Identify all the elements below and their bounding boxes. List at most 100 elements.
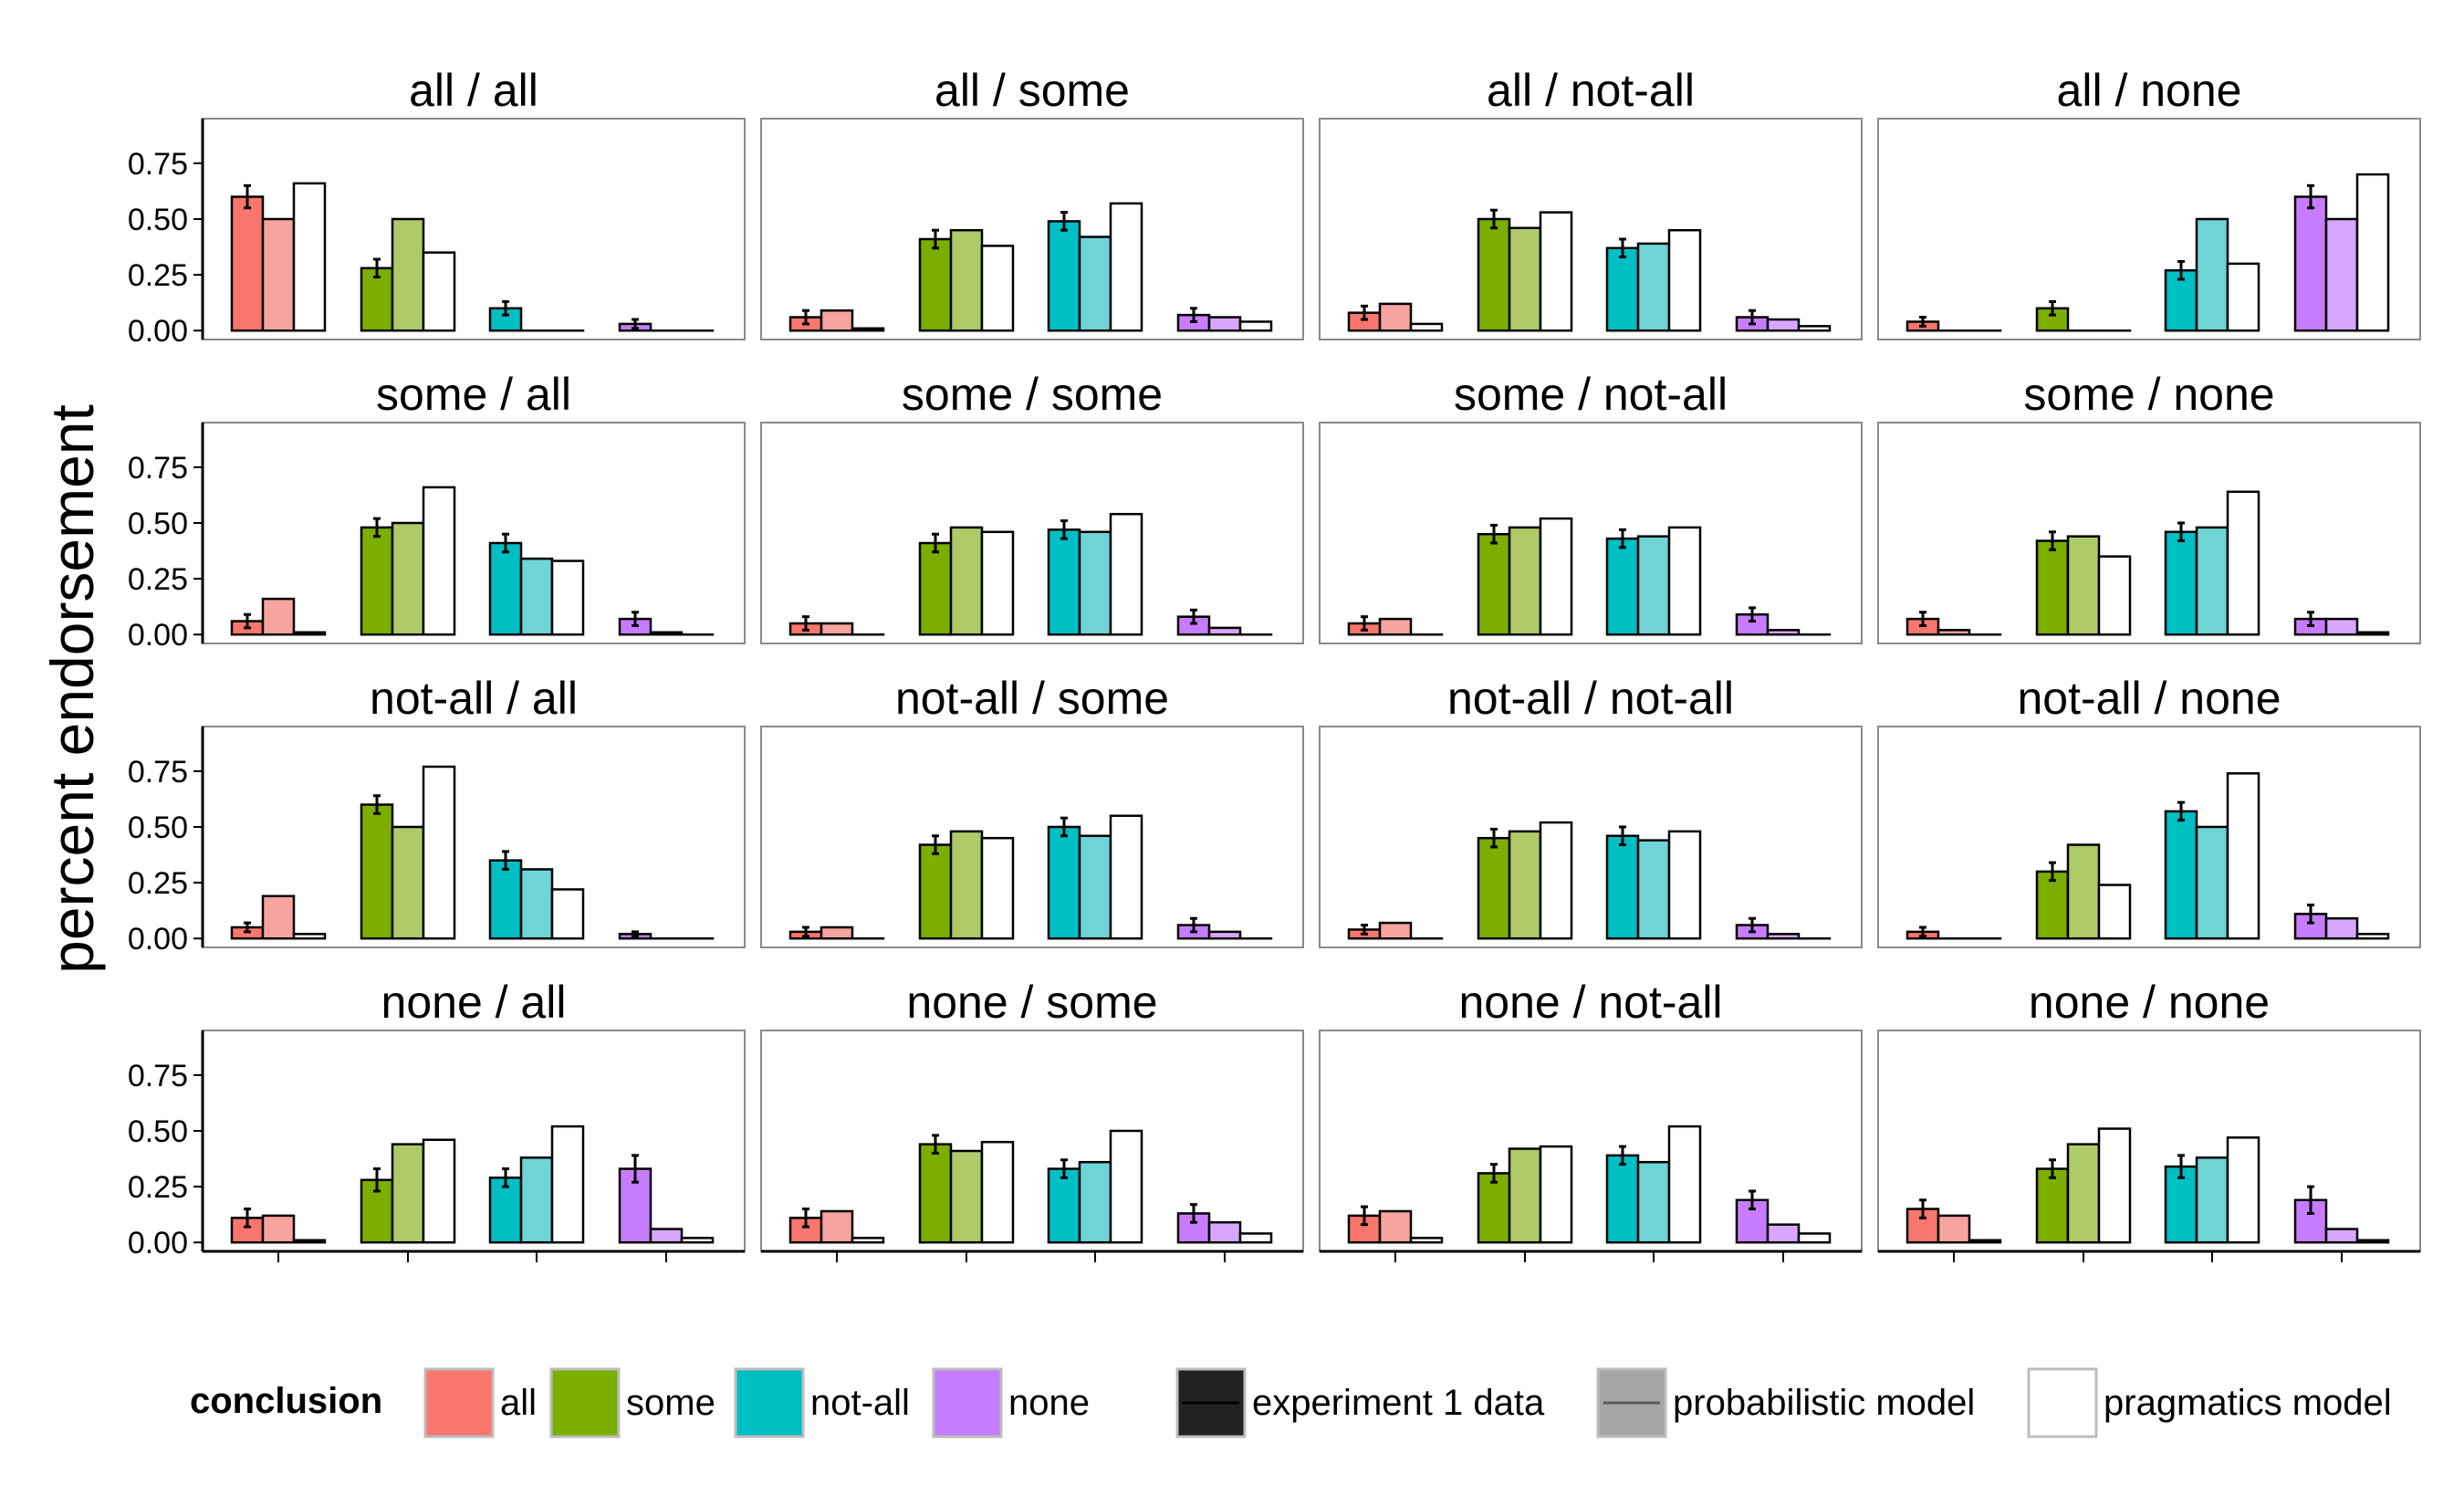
bar-pragmatics-model	[1109, 814, 1143, 940]
panel: not-all / none	[1877, 673, 2421, 948]
bar-probabilistic-model	[1937, 1214, 1971, 1244]
bar-probabilistic-model	[1508, 1147, 1542, 1244]
bar-experiment-data	[2035, 1167, 2070, 1244]
y-axis-label: percent endorsement	[38, 404, 106, 974]
panel: 0.00 0.25 0.50 0.75 none / all	[128, 977, 746, 1262]
panel-title: none / not-all	[1458, 977, 1722, 1028]
bar-experiment-data	[2164, 1165, 2198, 1244]
bar-pragmatics-model	[2226, 262, 2260, 332]
bar-probabilistic-model	[1207, 626, 1242, 636]
y-tick-label: 0.75	[128, 147, 188, 182]
bar-experiment-data	[1047, 528, 1081, 636]
bar-probabilistic-model	[2324, 217, 2359, 332]
legend-label-some: some	[626, 1383, 715, 1423]
bar-probabilistic-model	[1378, 1209, 1413, 1244]
bar-experiment-data	[1477, 217, 1511, 332]
panel: 0.00 0.25 0.50 0.75 some / all	[128, 369, 746, 653]
bar-probabilistic-model	[1937, 629, 1971, 636]
legend-items: all some not-all none experiment 1 data proba…	[423, 1367, 2392, 1438]
panel: none / some	[760, 977, 1304, 1262]
bar-experiment-data	[1477, 532, 1511, 636]
bar-probabilistic-model	[261, 894, 296, 940]
bar-probabilistic-model	[1207, 1220, 1242, 1244]
bar-probabilistic-model	[820, 1209, 854, 1244]
bar-experiment-data	[360, 526, 394, 636]
bar-probabilistic-model	[391, 825, 425, 940]
bar-experiment-data	[1605, 537, 1640, 636]
bar-probabilistic-model	[519, 1156, 554, 1244]
bar-experiment-data	[1605, 834, 1640, 940]
bar-pragmatics-model	[1409, 1237, 1444, 1244]
legend-label-all: all	[500, 1383, 537, 1423]
bar-experiment-data	[2035, 539, 2070, 636]
bar-probabilistic-model	[1207, 316, 1242, 332]
bar-probabilistic-model	[1207, 930, 1242, 940]
bar-pragmatics-model	[680, 1237, 715, 1244]
bar-experiment-data	[488, 1177, 523, 1244]
bar-pragmatics-model	[1539, 821, 1573, 940]
bar-probabilistic-model	[649, 1228, 684, 1244]
bar-pragmatics-model	[422, 486, 456, 636]
bar-pragmatics-model	[1109, 512, 1143, 636]
bar-pragmatics-model	[1968, 1239, 2002, 1244]
panel-frame	[1877, 726, 2421, 948]
legend-label-model: pragmatics model	[2104, 1383, 2392, 1423]
bar-probabilistic-model	[2195, 825, 2229, 940]
y-tick-label: 0.50	[128, 811, 188, 845]
bar-probabilistic-model	[1636, 839, 1671, 940]
bar-probabilistic-model	[1078, 235, 1112, 332]
bar-pragmatics-model	[2355, 1239, 2390, 1244]
bar-probabilistic-model	[391, 217, 425, 332]
bar-probabilistic-model	[1636, 535, 1671, 636]
legend-swatch-none	[932, 1367, 1003, 1438]
bar-pragmatics-model	[851, 327, 885, 332]
bar-probabilistic-model	[1766, 933, 1801, 940]
y-tick-label: 0.25	[128, 1170, 188, 1205]
bar-probabilistic-model	[1078, 834, 1112, 940]
y-tick-label: 0.50	[128, 203, 188, 237]
bar-probabilistic-model	[820, 622, 854, 636]
panel: 0.00 0.25 0.50 0.75 all / all	[128, 65, 746, 349]
bar-pragmatics-model	[2355, 933, 2390, 940]
bar-probabilistic-model	[1078, 1160, 1112, 1244]
panel: some / none	[1877, 369, 2421, 644]
legend: conclusion all some not-all none experiment …	[190, 1367, 2392, 1438]
panel: all / none	[1877, 65, 2421, 340]
bar-pragmatics-model	[2097, 884, 2132, 940]
bar-probabilistic-model	[2066, 843, 2101, 940]
bar-probabilistic-model	[649, 631, 684, 636]
bar-probabilistic-model	[1378, 617, 1413, 636]
bar-pragmatics-model	[1109, 1129, 1143, 1244]
bar-experiment-data	[2164, 530, 2198, 636]
bar-probabilistic-model	[949, 228, 984, 332]
bar-pragmatics-model	[2355, 631, 2390, 636]
panel-frame	[1319, 726, 1863, 948]
bar-probabilistic-model	[519, 557, 554, 636]
bar-probabilistic-model	[391, 1143, 425, 1244]
bar-probabilistic-model	[2195, 526, 2229, 636]
bar-probabilistic-model	[1508, 830, 1542, 940]
bar-pragmatics-model	[2226, 1136, 2260, 1244]
y-tick-label: 0.00	[128, 1226, 188, 1260]
bar-pragmatics-model	[2226, 772, 2260, 940]
bar-pragmatics-model	[980, 1140, 1015, 1244]
bar-pragmatics-model	[1409, 322, 1444, 332]
bar-experiment-data	[1477, 1172, 1511, 1244]
bar-probabilistic-model	[1378, 302, 1413, 332]
y-tick-label: 0.00	[128, 618, 188, 653]
legend-label-not-all: not-all	[810, 1383, 910, 1423]
panel: all / some	[760, 65, 1304, 340]
y-tick-label: 0.50	[128, 507, 188, 541]
y-tick-label: 0.75	[128, 755, 188, 790]
bar-pragmatics-model	[292, 933, 327, 940]
y-tick-label: 0.00	[128, 314, 188, 349]
legend-swatch-not-all	[734, 1367, 805, 1438]
bar-pragmatics-model	[422, 765, 456, 940]
bar-pragmatics-model	[550, 560, 585, 636]
bar-probabilistic-model	[1508, 526, 1542, 636]
bar-probabilistic-model	[820, 926, 854, 940]
bar-experiment-data	[1477, 836, 1511, 940]
bar-experiment-data	[918, 237, 953, 332]
panel-title: some / all	[376, 369, 571, 420]
legend-title: conclusion	[190, 1381, 382, 1421]
